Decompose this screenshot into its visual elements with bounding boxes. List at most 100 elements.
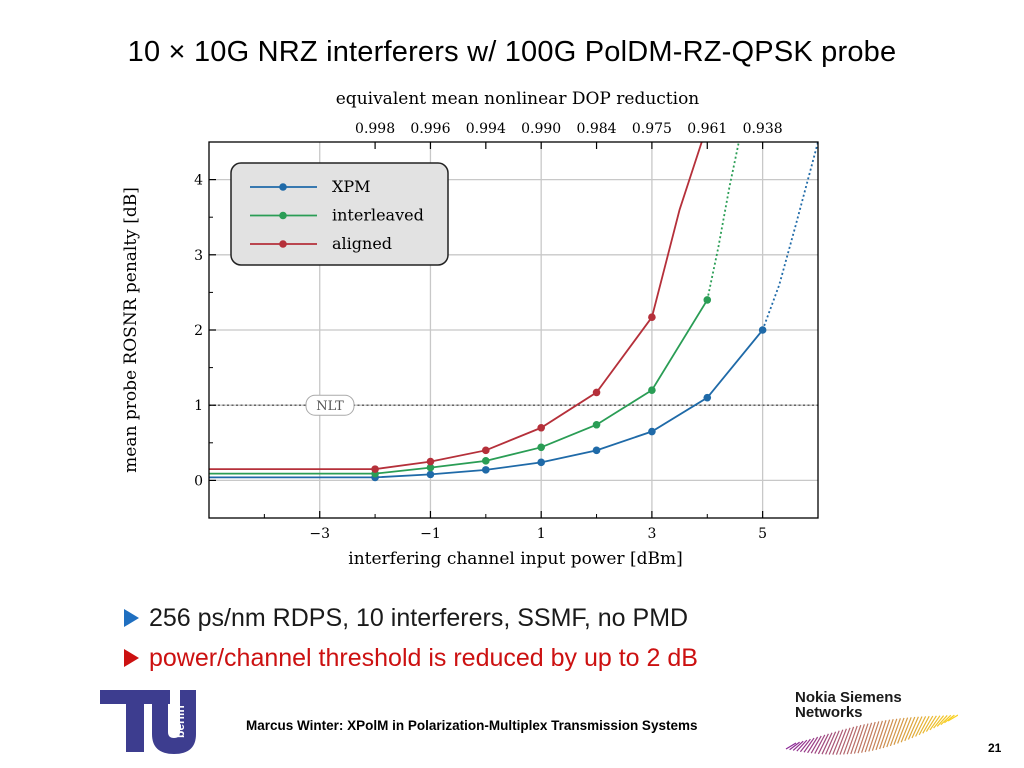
y-tick-label: 4 (194, 173, 203, 189)
nsn-wave-stroke (911, 716, 923, 739)
top-tick-label: 0.990 (521, 121, 561, 137)
bullet-marker-icon (124, 609, 139, 627)
bullet-item-2: power/channel threshold is reduced by up… (124, 638, 698, 678)
data-point (482, 457, 490, 465)
data-point (592, 388, 601, 397)
bullet-list: 256 ps/nm RDPS, 10 interferers, SSMF, no… (124, 598, 698, 678)
axis-ticks: −3 −1 1 3 5 0 1 2 3 4 0.998 0.996 0.994 0.990 0.984 0.9… (194, 121, 819, 542)
nsn-wave-stroke (868, 721, 880, 752)
nsn-wave-stroke (864, 721, 876, 753)
data-point (537, 423, 545, 432)
top-tick-label: 0.996 (410, 121, 450, 137)
x-axis-label: interfering channel input power [dBm] (348, 549, 682, 569)
x-tick-label: −1 (420, 526, 441, 542)
y-axis-label: mean probe ROSNR penalty [dB] (121, 187, 141, 473)
series-aligned (209, 141, 703, 473)
page-number: 21 (988, 741, 1002, 755)
footer-text: Marcus Winter: XPolM in Polarization-Mul… (246, 718, 698, 733)
data-point (482, 446, 490, 455)
nsn-wave-stroke (922, 715, 934, 734)
top-tick-label: 0.994 (466, 121, 506, 137)
legend-label: XPM (332, 177, 371, 196)
data-point (592, 420, 601, 429)
data-point (537, 443, 545, 452)
nsn-wave-stroke (882, 719, 894, 749)
nsn-wave-stroke (821, 732, 833, 755)
legend-label: aligned (332, 234, 392, 253)
nsn-wave-stroke (940, 714, 952, 726)
nsn-wave-stroke (897, 717, 909, 744)
data-point (592, 446, 601, 455)
nokia-siemens-networks-logo (785, 714, 958, 755)
y-tick-label: 1 (194, 398, 203, 414)
nsn-wave-stroke (796, 739, 808, 752)
nsn-wave-stroke (785, 742, 797, 750)
nsn-wave-stroke (925, 715, 937, 732)
top-tick-label: 0.938 (743, 121, 783, 137)
nlt-reference: NLT (209, 394, 818, 416)
nsn-wave-stroke (944, 714, 955, 724)
nsn-wave-stroke (915, 716, 927, 737)
nsn-wave-stroke (803, 737, 815, 753)
nsn-wave-stroke (947, 714, 958, 722)
y-tick-label: 0 (194, 473, 203, 489)
nsn-logo-text: Nokia Siemens Networks (795, 690, 902, 720)
series-line (209, 329, 764, 479)
nsn-wave-stroke (875, 720, 887, 751)
nsn-wave-stroke (861, 722, 873, 753)
nsn-wave-stroke (857, 723, 869, 754)
nsn-wave-stroke (893, 717, 905, 745)
top-axis-label: equivalent mean nonlinear DOP reduction (336, 89, 700, 109)
bullet-text: 256 ps/nm RDPS, 10 interferers, SSMF, no… (149, 604, 689, 632)
nsn-logo-line2: Networks (795, 704, 863, 721)
nsn-wave-stroke (825, 731, 837, 755)
legend-label: interleaved (332, 206, 424, 225)
series-extrapolation (706, 141, 740, 301)
data-point (482, 466, 490, 474)
legend-item-xpm: XPM (250, 177, 371, 196)
nsn-wave-stroke (839, 727, 851, 755)
nsn-wave-stroke (807, 736, 819, 754)
series-interleaved (209, 141, 740, 478)
data-point (703, 296, 712, 304)
nlt-label: NLT (316, 399, 344, 414)
rosnr-penalty-chart: NLT −3 −1 1 3 5 0 1 2 3 4 0.998 0.996 0.994 0.990 0.98… (121, 89, 819, 569)
x-tick-label: 5 (758, 526, 767, 542)
data-point (426, 457, 435, 466)
top-tick-label: 0.984 (576, 121, 616, 137)
data-point (703, 393, 712, 402)
x-tick-label: 1 (537, 526, 546, 542)
nsn-wave-stroke (889, 718, 901, 747)
series-extrapolation (761, 141, 819, 331)
nsn-wave-stroke (904, 716, 916, 742)
tu-berlin-logo: berlin (100, 690, 196, 754)
y-tick-label: 3 (194, 248, 203, 264)
nsn-wave-stroke (936, 715, 948, 727)
nsn-wave-stroke (828, 730, 840, 755)
nsn-wave-stroke (900, 717, 912, 743)
x-tick-label: −3 (309, 526, 330, 542)
legend-item-interleaved: interleaved (250, 206, 424, 225)
nsn-wave-stroke (843, 726, 855, 755)
slide-title: 10 × 10G NRZ interferers w/ 100G PolDM-R… (127, 36, 897, 68)
nsn-wave-stroke (817, 733, 829, 755)
series-lines (209, 141, 819, 482)
svg-text:berlin: berlin (173, 705, 187, 738)
legend: XPM interleaved aligned (230, 162, 449, 266)
top-tick-label: 0.961 (687, 121, 727, 137)
bullet-text: power/channel threshold is reduced by up… (149, 644, 698, 672)
nsn-wave-stroke (789, 741, 800, 751)
y-tick-label: 2 (194, 323, 203, 339)
series-line-tail (651, 141, 703, 318)
data-point (426, 463, 435, 472)
nsn-wave-stroke (879, 719, 891, 750)
nsn-wave-stroke (918, 715, 930, 736)
x-tick-label: 3 (647, 526, 656, 542)
nsn-wave-stroke (799, 738, 811, 753)
data-point (371, 465, 379, 473)
nsn-wave-stroke (853, 724, 865, 754)
top-tick-label: 0.998 (355, 121, 395, 137)
data-point (648, 427, 656, 436)
bullet-marker-icon (124, 649, 139, 667)
series-xpm (209, 141, 819, 482)
